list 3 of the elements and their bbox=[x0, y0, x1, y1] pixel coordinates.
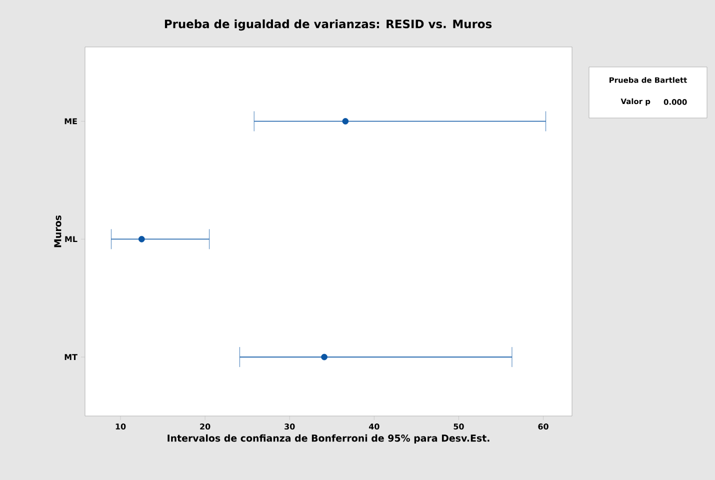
chart-title: Prueba de igualdad de varianzas: RESID vs. Muros bbox=[164, 19, 492, 31]
x-axis-title: Intervalos de confianza de Bonferroni de 95% para Desv.Est. bbox=[168, 434, 490, 444]
y-axis-title: Muros bbox=[54, 215, 62, 248]
